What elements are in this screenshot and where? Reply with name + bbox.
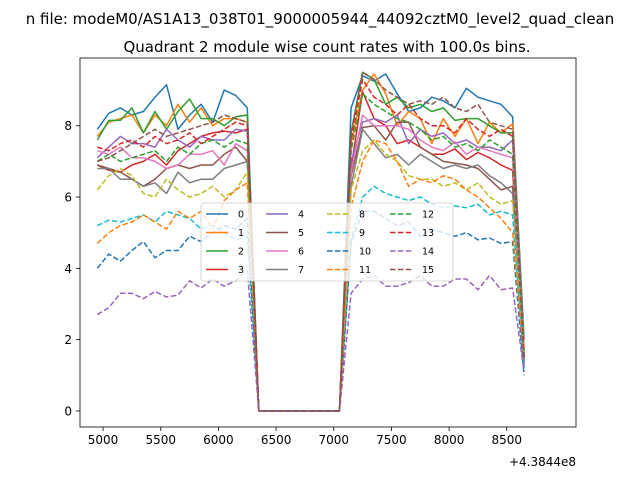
legend-label-3: 3	[238, 265, 244, 276]
legend-label-15: 15	[422, 265, 434, 276]
x-tick-label: 6000	[203, 433, 234, 447]
legend-label-7: 7	[298, 265, 304, 276]
legend-label-4: 4	[298, 210, 304, 221]
legend-label-8: 8	[359, 210, 365, 221]
series-line-15	[97, 71, 525, 412]
y-tick-label: 2	[64, 333, 72, 347]
figure-suptitle: n file: modeM0/AS1A13_038T01_9000005944_…	[26, 10, 615, 29]
x-tick-label: 5500	[145, 433, 176, 447]
chart-title: Quadrant 2 module wise count rates with …	[123, 38, 530, 56]
x-tick-label: 8000	[434, 433, 465, 447]
x-tick-label: 7500	[376, 433, 407, 447]
series-line-14	[96, 269, 525, 412]
series-line-12	[96, 92, 525, 412]
series-line-8	[96, 139, 525, 412]
y-tick-label: 0	[64, 404, 72, 418]
y-tick-label: 8	[64, 119, 72, 133]
legend-label-2: 2	[238, 247, 244, 258]
y-axis: 0 2 4 6 8	[64, 119, 80, 418]
x-tick-label: 7000	[318, 433, 349, 447]
plot-area	[79, 57, 577, 428]
legend-label-5: 5	[298, 228, 304, 239]
x-tick-label: 5000	[88, 433, 119, 447]
y-tick-label: 4	[64, 262, 72, 276]
x-axis: 5000 5500 6000 6500 7000 7500 8000 8500	[88, 427, 522, 447]
x-tick-label: 8500	[492, 433, 523, 447]
legend-label-12: 12	[422, 210, 434, 221]
legend-label-9: 9	[359, 228, 365, 239]
legend-label-6: 6	[298, 247, 304, 258]
legend-label-1: 1	[238, 228, 244, 239]
axes-frame	[79, 57, 577, 428]
legend-label-13: 13	[422, 228, 434, 239]
legend-label-14: 14	[422, 247, 434, 258]
x-offset-label: +4.3844e8	[509, 455, 576, 469]
legend-label-0: 0	[238, 210, 244, 221]
legend-label-10: 10	[359, 247, 371, 258]
legend-box	[200, 202, 454, 282]
y-tick-label: 6	[64, 191, 72, 205]
legend-label-11: 11	[359, 265, 371, 276]
x-tick-label: 6500	[261, 433, 292, 447]
series-line-13	[97, 78, 525, 412]
